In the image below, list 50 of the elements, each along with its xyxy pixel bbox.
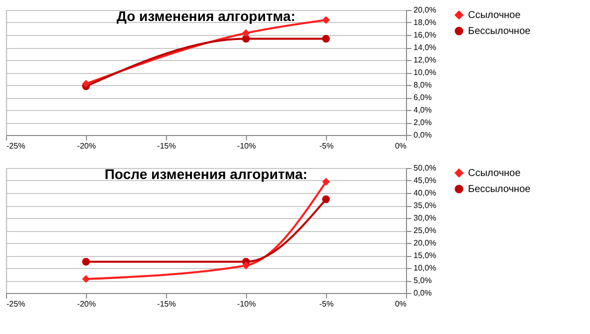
x-tick-label: 0%	[394, 142, 406, 150]
y-tick-label: 10,0%	[414, 68, 436, 77]
y-tick-label: 0,0%	[414, 130, 432, 140]
point	[242, 34, 250, 43]
point	[322, 34, 330, 43]
x-tick-label: -10%	[237, 300, 256, 308]
x-tick-label: -20%	[77, 300, 96, 308]
chart-title: После изменения алгоритма:	[104, 166, 308, 182]
x-tick-label: -15%	[157, 300, 176, 308]
point	[322, 195, 330, 204]
y-tick-label: 20,0%	[414, 6, 436, 14]
y-tick-label: 15,0%	[414, 251, 436, 260]
x-tick-label: -15%	[157, 142, 176, 150]
point	[242, 29, 250, 37]
chart-title: До изменения алгоритма:	[116, 8, 296, 24]
y-tick-label: 5,0%	[414, 276, 432, 285]
legend-label: Бессылочное	[468, 184, 531, 195]
y-tick-label: 40,0%	[414, 188, 436, 198]
y-tick-label: 8,0%	[414, 80, 432, 90]
x-tick-label: -5%	[319, 300, 334, 308]
point	[322, 178, 330, 186]
x-tick-label: -25%	[6, 142, 26, 150]
x-tick-label: -20%	[77, 142, 96, 150]
y-tick-label: 20,0%	[414, 238, 436, 248]
point	[82, 80, 90, 88]
y-tick-label: 14,0%	[414, 43, 436, 52]
y-tick-label: 18,0%	[414, 18, 436, 27]
y-tick-label: 50,0%	[414, 164, 436, 172]
legend-label: Ссылочное	[468, 168, 521, 179]
legend-label: Ссылочное	[468, 10, 521, 21]
y-tick-label: 2,0%	[414, 118, 432, 127]
point	[242, 262, 250, 270]
legend-label: Бессылочное	[468, 26, 531, 37]
point	[82, 258, 90, 266]
y-tick-label: 35,0%	[414, 201, 436, 210]
x-tick-label: -5%	[319, 142, 334, 150]
y-tick-label: 6,0%	[414, 93, 432, 102]
y-tick-label: 45,0%	[414, 176, 436, 185]
x-tick-label: -10%	[237, 142, 256, 150]
y-tick-label: 30,0%	[414, 214, 436, 222]
y-tick-label: 10,0%	[414, 264, 436, 272]
x-tick-label: -25%	[6, 300, 26, 308]
x-tick-label: 0%	[394, 300, 406, 308]
y-tick-label: 16,0%	[414, 30, 436, 40]
y-tick-label: 12,0%	[414, 56, 436, 64]
point	[82, 275, 90, 283]
point	[322, 16, 330, 24]
y-tick-label: 0,0%	[414, 288, 432, 298]
y-tick-label: 4,0%	[414, 106, 432, 114]
y-tick-label: 25,0%	[414, 226, 436, 235]
